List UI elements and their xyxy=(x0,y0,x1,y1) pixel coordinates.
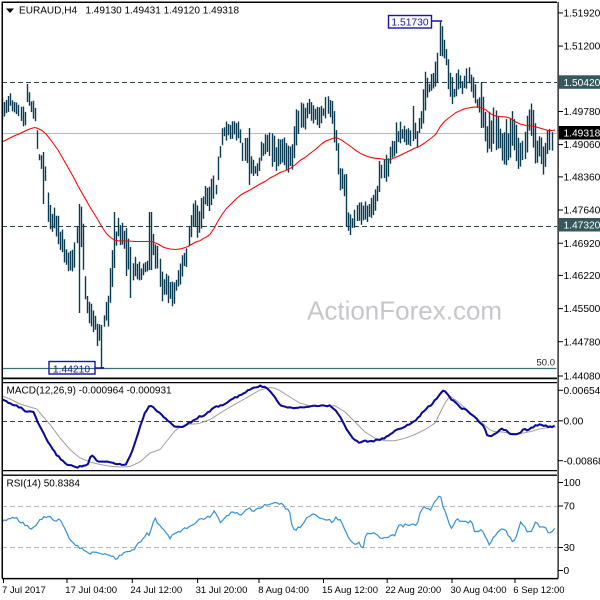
svg-text:1.45500: 1.45500 xyxy=(564,304,600,315)
svg-text:1.46920: 1.46920 xyxy=(564,239,600,250)
svg-text:30: 30 xyxy=(564,543,576,554)
svg-text:MACD(12,26,9) -0.000964 -0.000: MACD(12,26,9) -0.000964 -0.000931 xyxy=(7,386,173,397)
svg-text:22 Aug 20:00: 22 Aug 20:00 xyxy=(385,585,441,596)
svg-text:1.51730: 1.51730 xyxy=(391,17,428,28)
svg-text:1.51200: 1.51200 xyxy=(564,42,600,53)
svg-text:17 Jul 04:00: 17 Jul 04:00 xyxy=(65,585,117,596)
svg-text:0.00: 0.00 xyxy=(564,416,584,427)
svg-text:1.44080: 1.44080 xyxy=(564,372,600,383)
svg-text:31 Jul 20:00: 31 Jul 20:00 xyxy=(196,585,248,596)
svg-text:0: 0 xyxy=(564,566,570,577)
svg-text:30 Aug 04:00: 30 Aug 04:00 xyxy=(451,585,507,596)
svg-text:-0.008684: -0.008684 xyxy=(564,456,600,467)
svg-text:1.46220: 1.46220 xyxy=(564,271,600,282)
svg-text:1.48360: 1.48360 xyxy=(564,173,600,184)
svg-text:100: 100 xyxy=(564,478,581,489)
svg-text:7 Jul 2017: 7 Jul 2017 xyxy=(2,585,46,596)
svg-text:ActionForex.com: ActionForex.com xyxy=(307,296,502,326)
svg-text:15 Aug 12:00: 15 Aug 12:00 xyxy=(322,585,378,596)
svg-text:1.44210: 1.44210 xyxy=(53,364,90,375)
svg-text:8 Aug 04:00: 8 Aug 04:00 xyxy=(258,585,309,596)
svg-text:0.006542: 0.006542 xyxy=(564,386,600,397)
svg-text:1.49780: 1.49780 xyxy=(564,107,600,118)
svg-text:70: 70 xyxy=(564,502,576,513)
svg-text:1.47640: 1.47640 xyxy=(564,206,600,217)
svg-text:1.49318: 1.49318 xyxy=(564,129,600,140)
svg-text:1.51920: 1.51920 xyxy=(564,9,600,20)
svg-text:1.49060: 1.49060 xyxy=(564,140,600,151)
svg-text:EURAUD,H4 1.49130 1.49431 1.: EURAUD,H4 1.49130 1.49431 1.49120 1.4931… xyxy=(19,6,239,17)
svg-text:24 Jul 12:00: 24 Jul 12:00 xyxy=(130,585,182,596)
svg-text:RSI(14) 50.8384: RSI(14) 50.8384 xyxy=(7,479,81,490)
svg-text:1.50420: 1.50420 xyxy=(564,78,600,89)
svg-text:6 Sep 12:00: 6 Sep 12:00 xyxy=(513,585,564,596)
svg-text:1.44780: 1.44780 xyxy=(564,337,600,348)
svg-text:1.47320: 1.47320 xyxy=(564,221,600,232)
svg-text:50.0: 50.0 xyxy=(537,358,556,369)
